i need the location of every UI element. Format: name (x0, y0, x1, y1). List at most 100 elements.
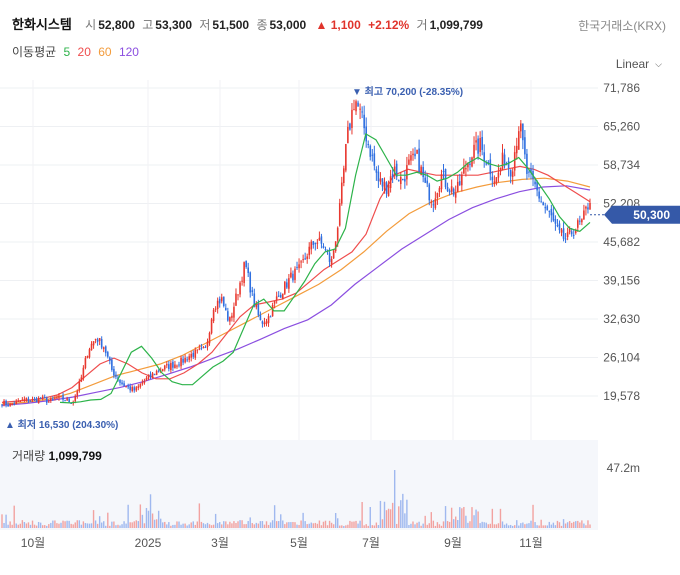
candle-body (513, 152, 516, 171)
candle-body (583, 210, 585, 220)
volume-bar (404, 513, 406, 528)
volume-bar (88, 523, 91, 528)
ma120-path (1, 185, 591, 406)
volume-bar (92, 510, 95, 528)
volume-bar (375, 522, 378, 528)
candle-body (572, 234, 575, 236)
candle-body (314, 242, 317, 245)
volume-title-label: 거래량 (12, 449, 46, 463)
volume-bar (7, 524, 9, 528)
volume-bar (162, 522, 164, 528)
candle-body (43, 397, 46, 399)
volume-bar (570, 522, 573, 528)
scale-label: Linear (615, 57, 650, 71)
volume-bar (241, 520, 243, 528)
volume-bar (174, 524, 176, 528)
candle-body (491, 176, 494, 181)
scale-dropdown[interactable]: Linear ⌵ (616, 57, 662, 71)
candle-body (190, 354, 193, 358)
volume-bar (520, 523, 522, 528)
candle-body (288, 278, 290, 289)
candle-body (312, 241, 315, 245)
candle-body (456, 181, 459, 192)
volume-bar (507, 525, 510, 528)
candle-body (475, 140, 477, 143)
volume-bar (505, 523, 508, 528)
volume-bar (589, 524, 591, 528)
volume-label: 거 (416, 18, 428, 32)
volume-bar (410, 523, 412, 528)
candle-body (131, 386, 134, 391)
volume-bar (202, 523, 205, 528)
candle-body (432, 204, 435, 206)
price-markers: 50,300 ▼ 최고 70,200 (-28.35%) ▲ 최저 16,530 (… (5, 85, 680, 431)
candle-body (33, 399, 36, 401)
high-value: 53,300 (155, 18, 192, 32)
candle-body (184, 357, 186, 363)
candle-body (546, 206, 549, 211)
candle-body (434, 198, 437, 208)
volume-bar (125, 523, 127, 528)
candle-body (159, 370, 162, 373)
volume-bar (257, 523, 260, 528)
candle-body (255, 304, 258, 308)
price-tick-label: 32,630 (603, 312, 640, 326)
candle-body (442, 170, 445, 172)
candle-body (493, 181, 496, 184)
volume-bar (33, 524, 36, 528)
volume-bar (151, 513, 154, 528)
volume-bar (562, 519, 565, 528)
candle-body (579, 220, 581, 222)
candle-body (206, 341, 209, 348)
candle-body (70, 402, 72, 404)
volume-bar (135, 520, 137, 528)
candle-body (412, 153, 414, 156)
volume-bar (393, 470, 396, 528)
volume-bar (186, 525, 188, 528)
volume-bar (440, 525, 443, 528)
candle-body (499, 167, 502, 172)
candle-body (353, 109, 355, 111)
volume-bar (546, 525, 548, 528)
candle-body (487, 161, 490, 163)
volume-bar (310, 522, 312, 528)
volume-bar (168, 522, 170, 528)
volume-bar (473, 515, 475, 528)
volume-bar (381, 519, 384, 528)
volume-bar (359, 520, 361, 528)
candle-body (137, 386, 140, 388)
volume-bar (414, 524, 416, 528)
candle-body (397, 180, 400, 182)
candle-body (381, 178, 384, 187)
candle-body (92, 341, 95, 346)
ma60-legend: 60 (98, 45, 112, 59)
candle-body (585, 206, 587, 209)
volume-bar (554, 525, 557, 528)
volume-bar (50, 522, 52, 528)
candle-body (393, 166, 396, 176)
volume-bar (459, 507, 461, 528)
candle-body (450, 186, 453, 192)
volume-bar (280, 514, 282, 528)
volume-bar (184, 523, 186, 528)
volume-bar (66, 520, 68, 528)
candle-body (511, 171, 514, 177)
volume-bar (367, 525, 369, 528)
high-label: 고 (142, 18, 154, 32)
volume-bar (121, 524, 123, 528)
candle-body (286, 282, 288, 288)
candle-body (62, 395, 64, 400)
candle-body (414, 153, 416, 157)
volume-bar (263, 524, 266, 528)
candle-body (174, 364, 176, 369)
volume-bar (483, 522, 485, 528)
volume-bar (450, 507, 453, 528)
candle-body (271, 304, 274, 317)
candle-body (192, 352, 195, 357)
ma5-line (59, 132, 591, 404)
candle-body (157, 370, 160, 372)
candle-body (200, 347, 203, 349)
candle-body (208, 332, 211, 344)
volume-bar (522, 522, 524, 528)
